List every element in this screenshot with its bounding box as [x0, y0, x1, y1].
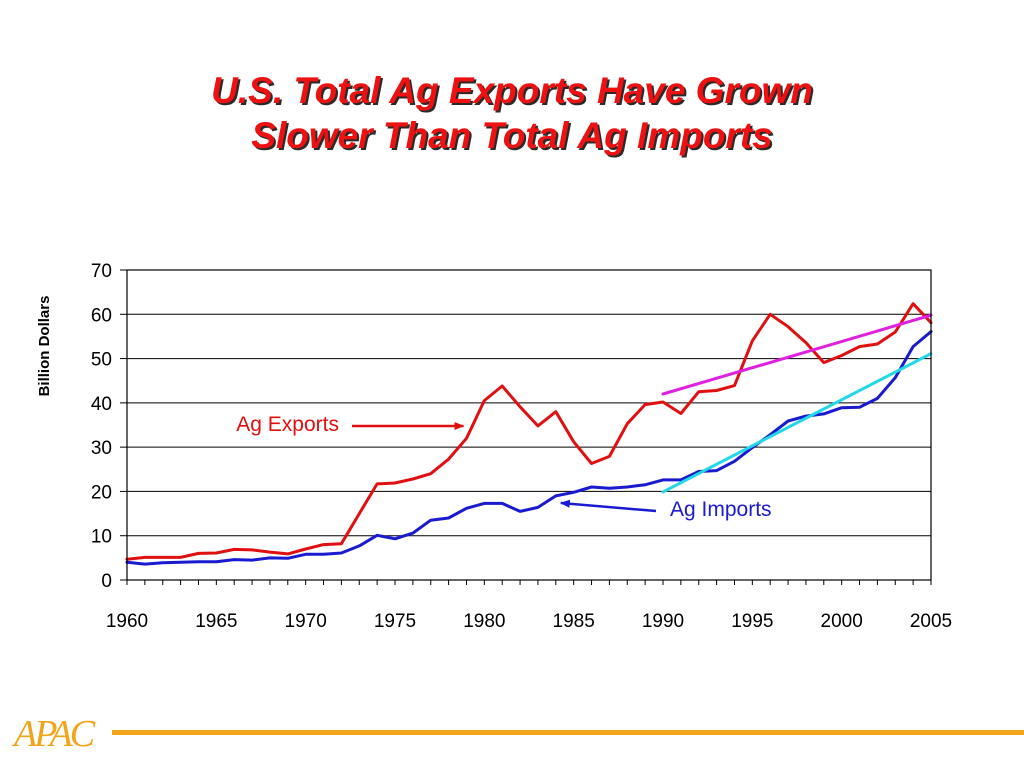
- slide-title-line-1: U.S. Total Ag Exports Have Grown: [211, 70, 813, 111]
- x-tick-label: 1980: [463, 611, 505, 632]
- data-series: [125, 302, 933, 566]
- slide-title-line-2: Slower Than Total Ag Imports: [251, 115, 773, 156]
- plot-frame: [126, 269, 932, 581]
- x-tick-label: 2005: [910, 611, 952, 632]
- x-tick-label: 1965: [195, 611, 237, 632]
- ag-exports-line: [125, 302, 933, 561]
- x-tick-label: 1960: [106, 611, 148, 632]
- ag-exports-annotation-label: Ag Exports: [236, 413, 339, 436]
- x-tick-label: 2000: [821, 611, 863, 632]
- ag-imports-annotation-label: Ag Imports: [670, 498, 772, 521]
- y-tick-label: 30: [91, 438, 112, 459]
- ag-imports-trend-line: [661, 352, 933, 494]
- footer-rule: [112, 730, 1024, 735]
- axis-ticks: [120, 269, 932, 585]
- ag-exports-trend-line: [661, 313, 933, 396]
- x-tick-label: 1990: [642, 611, 684, 632]
- y-tick-label: 20: [91, 482, 112, 503]
- x-tick-label: 1970: [285, 611, 327, 632]
- x-tick-label: 1975: [374, 611, 416, 632]
- x-tick-label: 1995: [731, 611, 773, 632]
- y-tick-label: 70: [91, 261, 112, 282]
- y-tick-label: 60: [91, 305, 112, 326]
- x-tick-label: 1985: [553, 611, 595, 632]
- y-tick-label: 0: [101, 571, 112, 592]
- y-tick-label: 50: [91, 350, 112, 371]
- annotations: Ag Exports Ag Imports: [236, 413, 771, 521]
- slide-title: U.S. Total Ag Exports Have Grown Slower …: [0, 68, 1024, 158]
- ag-imports-annotation-arrow: [559, 499, 657, 513]
- ag-imports-line: [125, 330, 933, 566]
- apac-logo: APAC: [14, 713, 95, 755]
- y-tick-label: 40: [91, 394, 112, 415]
- gridlines: [127, 313, 931, 537]
- axis-tick-labels: 0 10 20 30 40 50 60 70 1960 1965 1970 1975 1980 1985 1…: [91, 261, 952, 632]
- y-axis-label: Billion Dollars: [36, 296, 53, 397]
- y-tick-label: 10: [91, 527, 112, 548]
